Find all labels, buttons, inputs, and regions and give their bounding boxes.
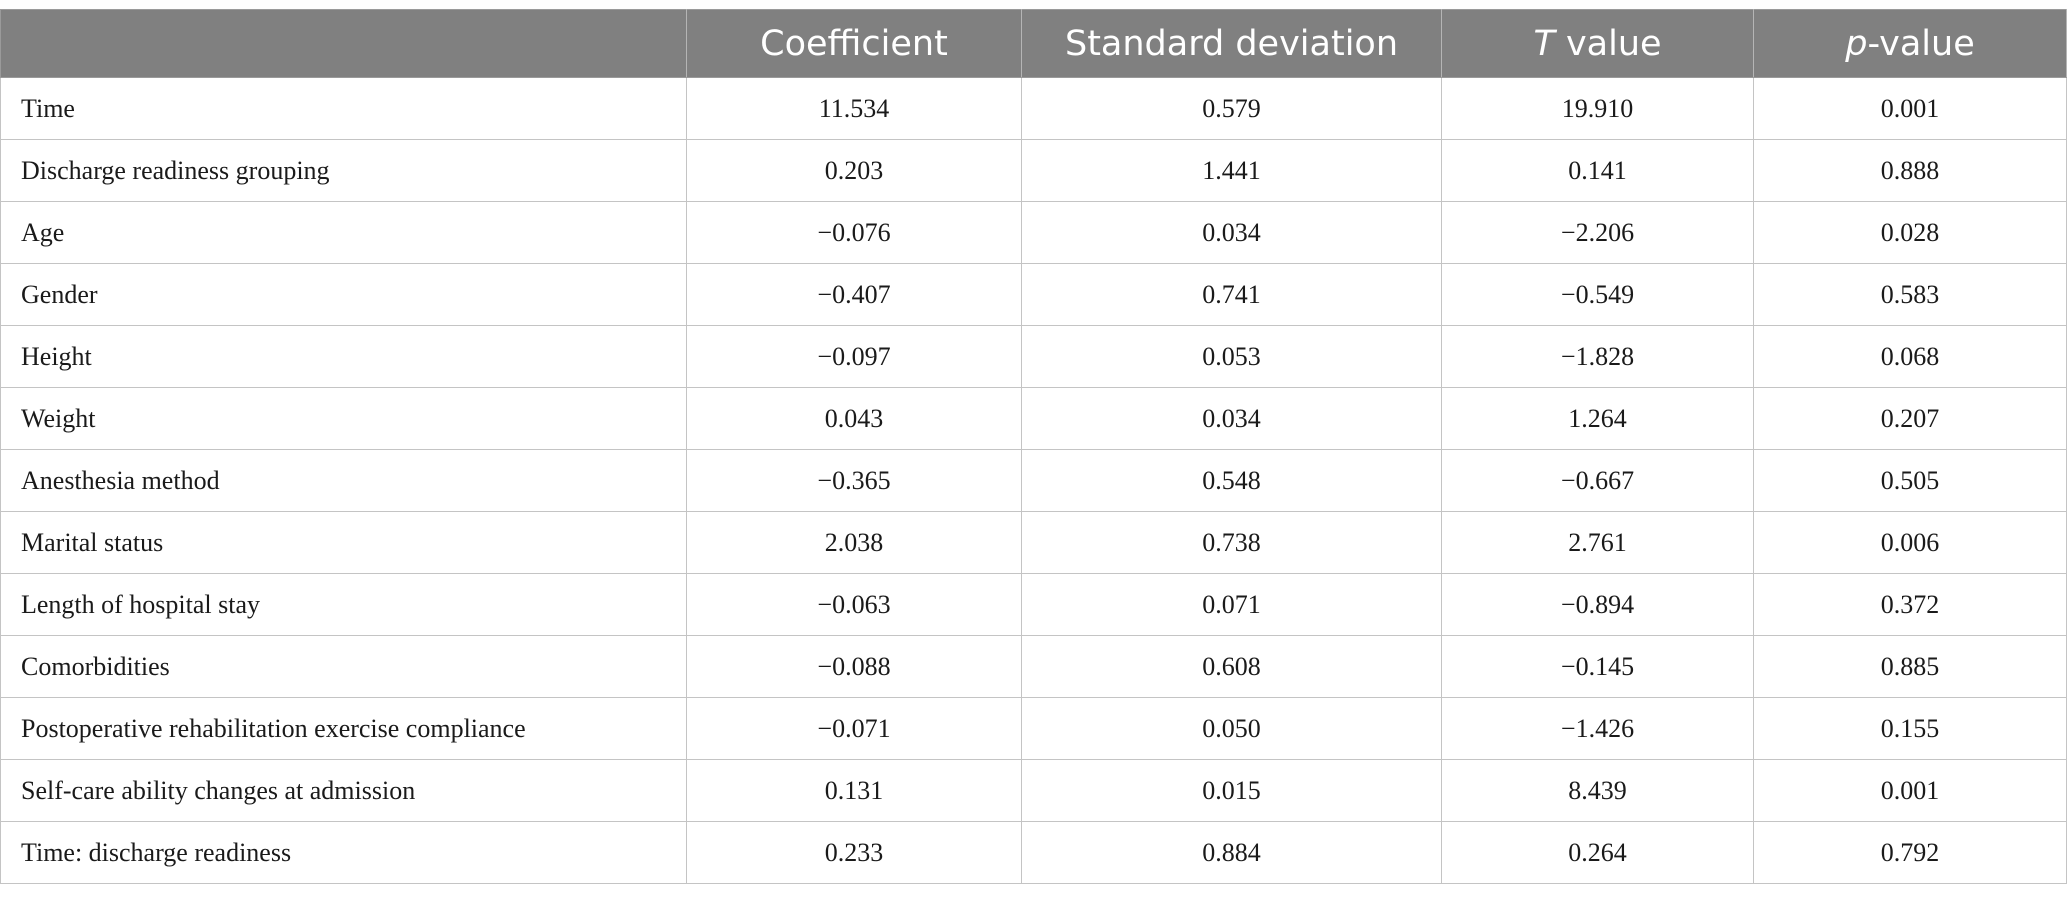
coefficient-cell: −0.365 xyxy=(686,449,1022,512)
coefficient-cell: −0.076 xyxy=(686,201,1022,264)
t-value-cell: −0.667 xyxy=(1441,449,1754,512)
table-row: Time: discharge readiness 0.233 0.884 0.… xyxy=(0,821,2067,884)
coefficient-cell: −0.063 xyxy=(686,573,1022,636)
t-value-cell: 0.141 xyxy=(1441,139,1754,202)
row-label: Height xyxy=(0,325,687,388)
table-row: Postoperative rehabilitation exercise co… xyxy=(0,697,2067,760)
sd-cell: 0.608 xyxy=(1021,635,1442,698)
p-value-cell: 0.505 xyxy=(1753,449,2067,512)
t-value-cell: −2.206 xyxy=(1441,201,1754,264)
sd-cell: 0.034 xyxy=(1021,387,1442,450)
header-p-value: p-value xyxy=(1753,9,2067,78)
coefficient-cell: −0.097 xyxy=(686,325,1022,388)
table-row: Anesthesia method −0.365 0.548 −0.667 0.… xyxy=(0,449,2067,512)
p-value-cell: 0.888 xyxy=(1753,139,2067,202)
t-value-cell: −0.549 xyxy=(1441,263,1754,326)
header-standard-deviation: Standard deviation xyxy=(1021,9,1442,78)
t-value-cell: 1.264 xyxy=(1441,387,1754,450)
table-row: Marital status 2.038 0.738 2.761 0.006 xyxy=(0,511,2067,574)
sd-cell: 0.579 xyxy=(1021,77,1442,140)
row-label: Time xyxy=(0,77,687,140)
coefficient-cell: −0.071 xyxy=(686,697,1022,760)
coefficient-cell: −0.088 xyxy=(686,635,1022,698)
row-label: Gender xyxy=(0,263,687,326)
table-row: Comorbidities −0.088 0.608 −0.145 0.885 xyxy=(0,635,2067,698)
t-value-cell: −1.828 xyxy=(1441,325,1754,388)
table-body: Time 11.534 0.579 19.910 0.001 Discharge… xyxy=(0,77,2067,884)
coefficient-cell: 0.203 xyxy=(686,139,1022,202)
p-value-cell: 0.001 xyxy=(1753,759,2067,822)
row-label: Postoperative rehabilitation exercise co… xyxy=(0,697,687,760)
row-label: Comorbidities xyxy=(0,635,687,698)
sd-cell: 0.050 xyxy=(1021,697,1442,760)
row-label: Self-care ability changes at admission xyxy=(0,759,687,822)
row-label: Anesthesia method xyxy=(0,449,687,512)
coefficient-cell: 11.534 xyxy=(686,77,1022,140)
coefficient-cell: 0.131 xyxy=(686,759,1022,822)
p-value-cell: 0.372 xyxy=(1753,573,2067,636)
t-value-cell: 2.761 xyxy=(1441,511,1754,574)
t-value-cell: 19.910 xyxy=(1441,77,1754,140)
coefficient-cell: −0.407 xyxy=(686,263,1022,326)
coefficient-cell: 0.043 xyxy=(686,387,1022,450)
regression-table-container: Coefficient Standard deviation T value p… xyxy=(0,9,2067,884)
sd-cell: 0.741 xyxy=(1021,263,1442,326)
p-value-cell: 0.207 xyxy=(1753,387,2067,450)
sd-cell: 0.738 xyxy=(1021,511,1442,574)
p-value-cell: 0.155 xyxy=(1753,697,2067,760)
row-label: Time: discharge readiness xyxy=(0,821,687,884)
header-coefficient: Coefficient xyxy=(686,9,1022,78)
table-row: Weight 0.043 0.034 1.264 0.207 xyxy=(0,387,2067,450)
table-row: Gender −0.407 0.741 −0.549 0.583 xyxy=(0,263,2067,326)
p-value-cell: 0.001 xyxy=(1753,77,2067,140)
p-value-cell: 0.068 xyxy=(1753,325,2067,388)
p-value-cell: 0.006 xyxy=(1753,511,2067,574)
table-row: Discharge readiness grouping 0.203 1.441… xyxy=(0,139,2067,202)
coefficient-cell: 2.038 xyxy=(686,511,1022,574)
table-row: Length of hospital stay −0.063 0.071 −0.… xyxy=(0,573,2067,636)
sd-cell: 0.071 xyxy=(1021,573,1442,636)
row-label: Length of hospital stay xyxy=(0,573,687,636)
table-row: Self-care ability changes at admission 0… xyxy=(0,759,2067,822)
t-value-cell: −1.426 xyxy=(1441,697,1754,760)
table-row: Time 11.534 0.579 19.910 0.001 xyxy=(0,77,2067,140)
sd-cell: 0.034 xyxy=(1021,201,1442,264)
regression-results-table: Coefficient Standard deviation T value p… xyxy=(0,9,2067,884)
sd-cell: 0.015 xyxy=(1021,759,1442,822)
table-header: Coefficient Standard deviation T value p… xyxy=(0,9,2067,78)
sd-cell: 0.884 xyxy=(1021,821,1442,884)
sd-cell: 0.548 xyxy=(1021,449,1442,512)
sd-cell: 1.441 xyxy=(1021,139,1442,202)
header-t-value: T value xyxy=(1441,9,1754,78)
row-label: Discharge readiness grouping xyxy=(0,139,687,202)
header-variable xyxy=(0,9,687,78)
t-value-cell: 8.439 xyxy=(1441,759,1754,822)
table-row: Age −0.076 0.034 −2.206 0.028 xyxy=(0,201,2067,264)
table-row: Height −0.097 0.053 −1.828 0.068 xyxy=(0,325,2067,388)
t-value-cell: −0.894 xyxy=(1441,573,1754,636)
t-value-cell: −0.145 xyxy=(1441,635,1754,698)
row-label: Marital status xyxy=(0,511,687,574)
coefficient-cell: 0.233 xyxy=(686,821,1022,884)
p-value-cell: 0.583 xyxy=(1753,263,2067,326)
p-value-cell: 0.028 xyxy=(1753,201,2067,264)
p-value-cell: 0.792 xyxy=(1753,821,2067,884)
t-value-cell: 0.264 xyxy=(1441,821,1754,884)
row-label: Weight xyxy=(0,387,687,450)
sd-cell: 0.053 xyxy=(1021,325,1442,388)
header-row: Coefficient Standard deviation T value p… xyxy=(0,9,2067,78)
p-value-cell: 0.885 xyxy=(1753,635,2067,698)
row-label: Age xyxy=(0,201,687,264)
